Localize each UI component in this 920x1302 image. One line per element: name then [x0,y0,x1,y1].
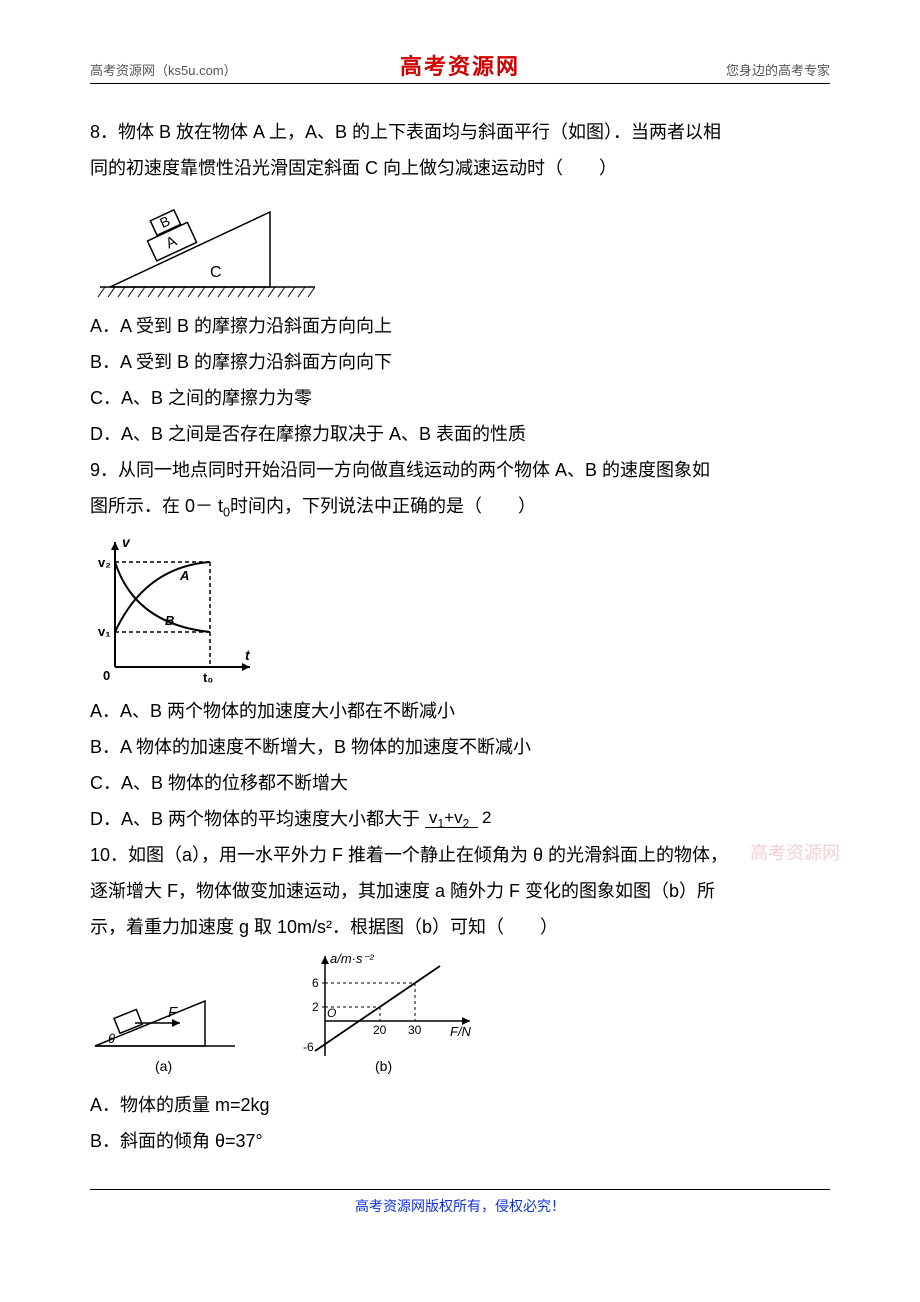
q10b-ylabel: a/m·s⁻² [330,951,374,966]
q9-v2: v₂ [98,555,111,570]
q8-fig-label-c: C [210,264,222,281]
q9-choice-b: B．A 物体的加速度不断增大，B 物体的加速度不断减小 [90,729,830,765]
q8-choice-c: C．A、B 之间的摩擦力为零 [90,380,830,416]
q9-curve-b: B [165,613,174,628]
q10-figure: F θ (a) a/m·s⁻² F/N 6 2 -6 20 [90,951,830,1081]
q10b-caption: (b) [375,1058,392,1074]
q10-stem-line2: 逐渐增大 F，物体做变加速运动，其加速度 a 随外力 F 变化的图象如图（b）所 [90,873,830,909]
q8-stem-line2: 同的初速度靠惯性沿光滑固定斜面 C 向上做匀减速运动时（ ） [90,150,830,186]
q8-figure: C A B [90,192,830,302]
q10b-yn6: -6 [303,1040,314,1054]
q9-v1: v₁ [98,624,111,639]
q8-choice-d: D．A、B 之间是否存在摩擦力取决于 A、B 表面的性质 [90,416,830,452]
q9-d-fraction: v1+v2 2 [425,809,495,830]
q10b-y6: 6 [312,976,319,990]
header-center-logo: 高考资源网 [400,49,520,81]
q9-stem-line2: 图所示．在 0－ t0时间内，下列说法中正确的是（ ） [90,488,830,526]
page-footer: 高考资源网版权所有，侵权必究！ [90,1189,830,1216]
q10-stem-line3: 示，着重力加速度 g 取 10m/s²．根据图（b）可知（ ） [90,909,830,945]
q9-frac-sub2: 2 [463,817,470,831]
q10b-x30: 30 [408,1023,422,1037]
document-body: 8．物体 B 放在物体 A 上，A、B 的上下表面均与斜面平行（如图）．当两者以… [90,114,830,1159]
q8-choice-a: A．A 受到 B 的摩擦力沿斜面方向向上 [90,308,830,344]
q9-choice-a: A．A、B 两个物体的加速度大小都在不断减小 [90,693,830,729]
q9-stem2-sub: 0 [223,506,230,520]
q9-stem2-b: 时间内，下列说法中正确的是（ ） [230,496,536,516]
q10b-x20: 20 [373,1023,387,1037]
q9-choice-c: C．A、B 物体的位移都不断增大 [90,765,830,801]
q8-stem-line1: 8．物体 B 放在物体 A 上，A、B 的上下表面均与斜面平行（如图）．当两者以… [90,114,830,150]
q10-stem-line1: 10．如图（a），用一水平外力 F 推着一个静止在倾角为 θ 的光滑斜面上的物体… [90,837,830,873]
q9-d-text: D．A、B 两个物体的平均速度大小都大于 [90,809,420,829]
q10-choice-b: B．斜面的倾角 θ=37° [90,1123,830,1159]
header-left: 高考资源网（ks5u.com） [90,60,237,79]
q10b-xlabel: F/N [450,1024,472,1039]
header-right: 您身边的高考专家 [726,60,830,79]
q10a-f-label: F [168,1004,178,1021]
q9-stem2-a: 图所示．在 0－ t [90,496,223,516]
q9-ylabel: v [122,534,131,550]
q9-frac-v1: v [429,808,438,827]
q8-fig-label-a: A [163,233,179,253]
q9-xlabel: t [245,647,251,663]
q10b-y2: 2 [312,1000,319,1014]
q9-t0: t₀ [203,670,213,685]
q8-fig-label-b: B [157,213,172,231]
q9-choice-d: D．A、B 两个物体的平均速度大小都大于 v1+v2 2 [90,801,830,837]
q10a-theta: θ [108,1031,115,1046]
q8-choice-b: B．A 受到 B 的摩擦力沿斜面方向向下 [90,344,830,380]
q10b-origin: O [327,1006,336,1020]
page-header: 高考资源网（ks5u.com） 高考资源网 您身边的高考专家 [90,60,830,84]
q9-origin: 0 [103,668,110,683]
q9-frac-plus: +v [444,808,462,827]
q9-curve-a: A [179,568,189,583]
q10-choice-a: A．物体的质量 m=2kg [90,1087,830,1123]
q9-stem-line1: 9．从同一地点同时开始沿同一方向做直线运动的两个物体 A、B 的速度图象如 [90,452,830,488]
q10a-caption: (a) [155,1058,172,1074]
q9-frac-den: 2 [478,808,495,827]
q9-figure: v t 0 v₂ v₁ t₀ A B [90,532,830,687]
